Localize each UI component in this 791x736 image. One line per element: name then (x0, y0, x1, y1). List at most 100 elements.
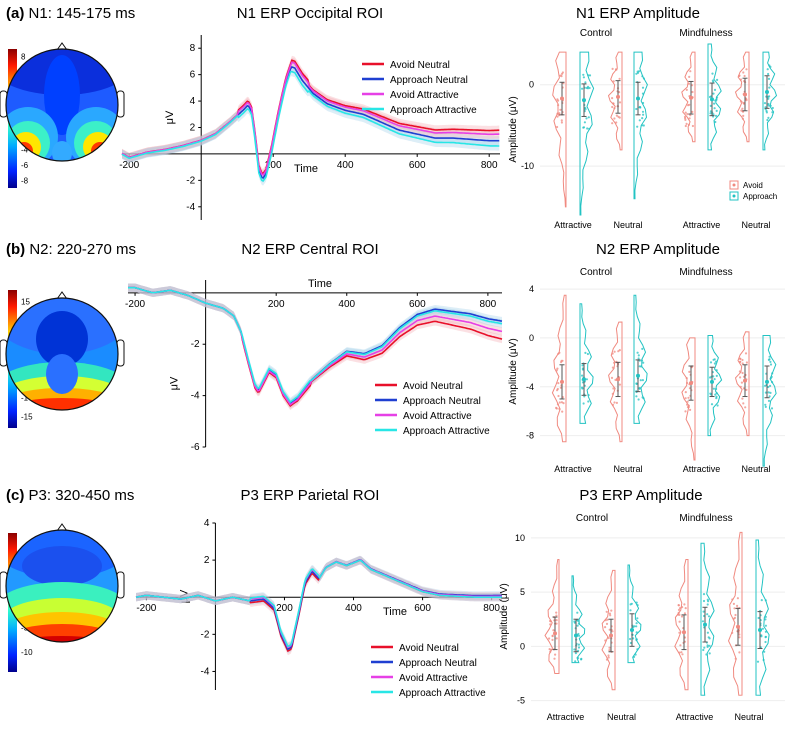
violin-point (560, 359, 563, 362)
violin-point (738, 636, 741, 639)
violin-point (741, 358, 744, 362)
violin-half (571, 575, 586, 664)
violin-point (708, 637, 711, 640)
violin-point (702, 593, 706, 596)
violin-point (573, 648, 576, 651)
violin-point (612, 387, 615, 390)
violin-point (574, 652, 578, 655)
x-tick-label: 800 (483, 603, 500, 614)
violin-point (585, 86, 588, 90)
violin-point (766, 118, 769, 122)
erp-b-title: N2 ERP Central ROI (241, 241, 378, 258)
violin-point (588, 127, 591, 130)
violin-point (709, 112, 712, 115)
violin-point (556, 389, 559, 392)
violin-point (635, 625, 638, 628)
violin-point (549, 620, 552, 623)
violin-point (581, 387, 584, 390)
violin-point (560, 401, 564, 404)
violin-point (555, 622, 558, 625)
legend-label: Avoid Attractive (399, 673, 468, 684)
legend-label: Approach Attractive (403, 426, 490, 437)
legend-label: Avoid Neutral (403, 381, 463, 392)
legend-label: Approach (743, 192, 777, 201)
y-tick-label: -2 (186, 175, 195, 186)
violin-point (641, 86, 645, 89)
violin-point (635, 601, 638, 604)
violin-point (764, 599, 767, 602)
y-tick-label: 0 (520, 641, 525, 651)
violin-point (764, 405, 767, 408)
panel-b-title: (b) N2: 220-270 ms (6, 241, 136, 258)
mean-point (743, 378, 747, 383)
violin-point (733, 607, 736, 610)
violin-point (558, 401, 561, 404)
violin-point (582, 126, 586, 129)
y-tick-label: -2 (191, 339, 200, 350)
violin-legend: Avoid Approach (729, 180, 777, 201)
legend-label: Approach Neutral (403, 396, 481, 407)
violin-point (712, 113, 715, 116)
violin-point (549, 623, 552, 626)
colorbar-tick-label: -10 (21, 648, 33, 657)
x-tick-label: 200 (268, 299, 285, 310)
violin-point (762, 658, 765, 662)
violin-point (767, 72, 770, 76)
violin-point (738, 651, 741, 654)
erp-ci-band (136, 556, 502, 656)
mean-point (616, 377, 620, 382)
violin-point (732, 602, 736, 606)
violin-point (608, 612, 612, 615)
violin-b-title: N2 ERP Amplitude (596, 241, 720, 258)
x-tick-label: 600 (409, 299, 426, 310)
violin-point (702, 610, 705, 613)
violin-half (734, 51, 750, 143)
y-axis-label: Amplitude (μV) (508, 96, 519, 162)
violin-half (579, 303, 594, 424)
violin-point (737, 74, 741, 78)
violin-point (677, 608, 681, 612)
violin-point (741, 397, 744, 400)
violin-point (715, 369, 718, 372)
violin-point (687, 406, 690, 409)
violin-half (552, 51, 567, 208)
topomap-field (6, 49, 118, 161)
violin-point (716, 78, 719, 81)
violin-point (765, 111, 769, 114)
violin-point (715, 392, 718, 395)
topomap-field (6, 298, 118, 410)
violin-point (629, 609, 632, 612)
violin-point (715, 387, 718, 391)
legend-swatch (729, 180, 739, 190)
violin-point (741, 117, 745, 120)
violin-point (577, 657, 580, 660)
erp-series-line (128, 286, 503, 404)
violin-point (684, 607, 687, 610)
violin-point (713, 102, 716, 105)
colorbar-tick-label: -6 (21, 161, 29, 170)
violin-point (635, 382, 638, 385)
violin-point (686, 403, 689, 406)
panel-a-title: (a) N1: 145-175 ms (6, 5, 135, 22)
violin-point (688, 75, 691, 78)
violin-point (756, 660, 760, 663)
violin-point (556, 115, 559, 118)
category-label: Attractive (554, 220, 592, 230)
violin-point (588, 86, 591, 90)
violin-point (636, 70, 639, 73)
category-label: Neutral (613, 220, 642, 230)
y-tick-label: -4 (201, 666, 210, 677)
violin-point (577, 632, 580, 636)
violin-point (552, 629, 555, 632)
violin-point (683, 115, 687, 118)
violin-half (707, 334, 723, 437)
category-label: Attractive (676, 712, 714, 722)
violin-point (713, 378, 716, 381)
violin-point (767, 391, 770, 394)
violin-point (607, 654, 610, 657)
mean-point (710, 97, 714, 102)
violin-point (680, 651, 683, 654)
violin-point (712, 387, 716, 390)
violin-point (739, 360, 742, 363)
violin-point (577, 643, 581, 646)
